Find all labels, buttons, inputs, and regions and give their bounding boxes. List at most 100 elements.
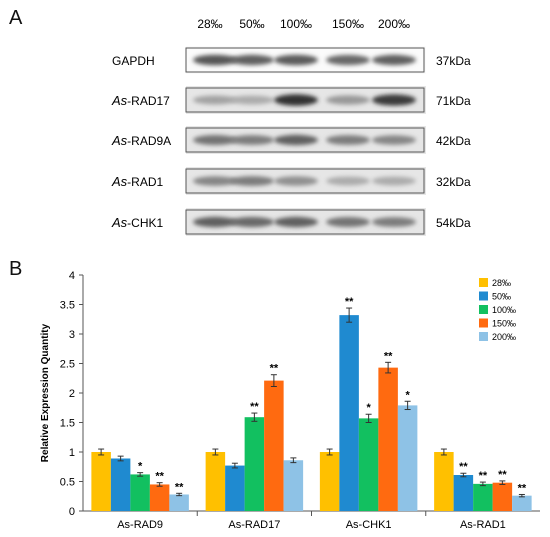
blot-band (193, 135, 237, 145)
bar (264, 380, 284, 511)
significance-marker: ** (175, 481, 184, 493)
blot-band (372, 217, 416, 227)
blot-band (372, 54, 416, 66)
bar (358, 418, 379, 511)
legend-swatch (479, 332, 488, 341)
blot-band (274, 94, 318, 106)
significance-marker: ** (250, 401, 259, 413)
category-label: As-CHK1 (346, 519, 392, 531)
legend: 28‰ 50‰ 100‰ 150‰ 200‰ (479, 278, 516, 342)
western-blot-panel: 28‰ 50‰ 100‰ 150‰ 200‰ GAPDH 37kDa As-RAD17 71k… (111, 17, 471, 236)
category-label: As-RAD9 (117, 519, 163, 531)
significance-marker: ** (518, 482, 527, 494)
blot-row: GAPDH 37kDa (112, 46, 471, 74)
bar (130, 474, 150, 511)
category-label: As-RAD1 (460, 519, 506, 531)
significance-marker: * (405, 389, 410, 401)
panel-b-label: B (9, 258, 23, 280)
y-tick-label: 0.5 (60, 477, 75, 489)
bar (339, 315, 359, 511)
y-tick-label: 2 (69, 388, 75, 400)
bar (244, 417, 265, 511)
blot-band (372, 94, 416, 106)
significance-marker: ** (384, 350, 393, 362)
bar (91, 452, 111, 511)
blot-band (193, 216, 237, 228)
y-axis-label: Relative Expression Quantity (40, 323, 51, 462)
y-tick-label: 0 (69, 506, 75, 518)
legend-label: 200‰ (492, 332, 516, 342)
blot-band (230, 176, 274, 186)
category-label: As-RAD17 (228, 519, 280, 531)
bar (453, 475, 474, 511)
blot-frame (185, 87, 425, 113)
legend-swatch (479, 305, 488, 314)
blot-band (326, 54, 370, 66)
blot-label: GAPDH (112, 54, 155, 68)
bar (397, 405, 418, 511)
bar (473, 483, 493, 511)
blot-band (326, 176, 370, 186)
bar (492, 482, 513, 511)
blot-band (372, 135, 416, 145)
significance-marker: ** (498, 469, 507, 481)
blot-band (326, 217, 370, 227)
y-tick-label: 3 (69, 329, 75, 341)
bar (110, 458, 131, 511)
blot-row: As-RAD1 32kDa (111, 167, 471, 195)
blot-band (230, 135, 274, 145)
blot-row: As-RAD17 71kDa (111, 86, 471, 114)
lane-label: 50‰ (239, 17, 264, 31)
bar (205, 452, 226, 511)
significance-marker: ** (270, 363, 279, 375)
kda-label: 37kDa (436, 54, 471, 68)
blot-row: As-CHK1 54kDa (111, 208, 471, 236)
legend-label: 100‰ (492, 305, 516, 315)
significance-marker: ** (155, 471, 164, 483)
bar (169, 494, 189, 511)
bar (434, 452, 454, 511)
legend-label: 150‰ (492, 319, 516, 329)
lane-label: 200‰ (378, 17, 410, 31)
kda-label: 71kDa (436, 94, 471, 108)
blot-band (274, 134, 318, 146)
blot-band (193, 95, 237, 105)
panel-a-label: A (9, 7, 23, 29)
blot-band (372, 176, 416, 186)
bar (225, 465, 245, 511)
blot-band (274, 176, 318, 186)
blot-frame (185, 47, 425, 73)
bar (283, 460, 304, 511)
blot-label: As-RAD9A (111, 133, 171, 148)
bar (149, 484, 170, 511)
bar (512, 495, 532, 511)
blot-band (274, 216, 318, 228)
blot-band (193, 54, 237, 66)
blot-frame (185, 168, 425, 194)
legend-swatch (479, 278, 488, 287)
significance-marker: ** (479, 470, 488, 482)
blot-band (230, 54, 274, 66)
y-tick-label: 2.5 (60, 359, 75, 371)
y-tick-label: 4 (69, 270, 75, 282)
legend-swatch (479, 318, 488, 328)
bar (378, 367, 398, 511)
kda-label: 42kDa (436, 134, 471, 148)
significance-marker: * (138, 461, 143, 473)
blot-frame (185, 209, 425, 235)
blot-band (274, 54, 318, 66)
legend-label: 50‰ (492, 292, 511, 302)
kda-label: 32kDa (436, 175, 471, 189)
y-tick-label: 3.5 (60, 300, 75, 312)
blot-band (193, 176, 237, 186)
lane-label: 150‰ (332, 17, 364, 31)
legend-swatch (479, 291, 488, 301)
significance-marker: ** (345, 296, 354, 308)
blot-band (326, 95, 370, 105)
blot-row: As-RAD9A 42kDa (111, 126, 471, 154)
lane-label: 28‰ (197, 17, 222, 31)
expression-bar-chart: 0 0.5 1 1.5 2 2.5 3 3.5 4 Relative Expression Qua… (40, 270, 540, 531)
kda-label: 54kDa (436, 216, 471, 230)
blot-label: As-RAD17 (111, 93, 170, 108)
legend-label: 28‰ (492, 278, 511, 288)
